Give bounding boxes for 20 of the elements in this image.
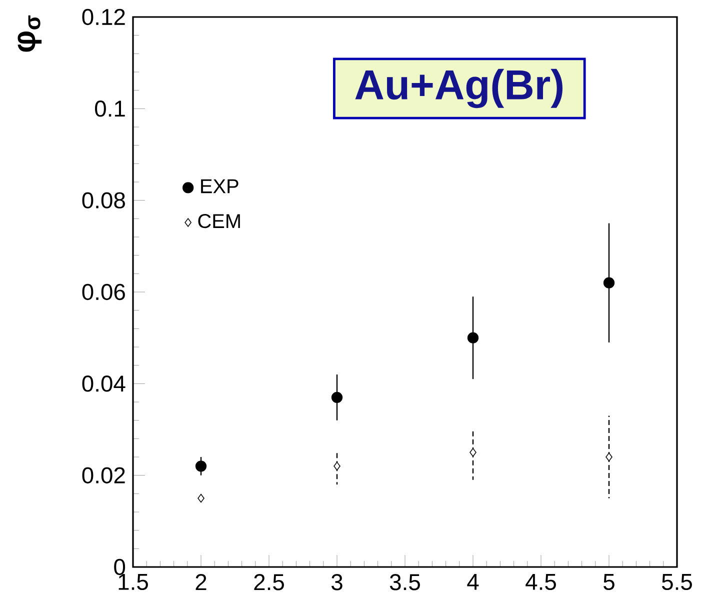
x-tick-label: 4 bbox=[467, 574, 479, 590]
y-tick-label: 0.08 bbox=[82, 192, 125, 208]
x-tick-label: 5 bbox=[604, 574, 614, 590]
x-tick-label: 3.5 bbox=[390, 574, 420, 590]
y-tick-label: 0.12 bbox=[82, 8, 125, 26]
y-axis-title: φ$_{σ}$ bbox=[18, 15, 42, 52]
x-tick-label: 2.5 bbox=[254, 574, 284, 590]
y-tick-label: 0.04 bbox=[82, 376, 126, 392]
y-tick-label: 0.02 bbox=[82, 467, 125, 484]
y-tick-label: 0 bbox=[114, 558, 126, 576]
x-tick-label: 3 bbox=[332, 574, 342, 590]
x-tick-label: 1.5 bbox=[118, 574, 148, 590]
legend-label: CEM bbox=[198, 214, 240, 228]
x-tick-label: 2 bbox=[196, 574, 206, 590]
x-tick-label: 4.5 bbox=[526, 574, 556, 590]
text: Au+Ag(Br) bbox=[355, 68, 562, 108]
x-tick-label: 5.5 bbox=[662, 574, 692, 590]
y-tick-label: 0.06 bbox=[82, 284, 125, 300]
y-tick-label: 0.1 bbox=[95, 100, 125, 117]
legend-label: EXP bbox=[201, 179, 238, 194]
